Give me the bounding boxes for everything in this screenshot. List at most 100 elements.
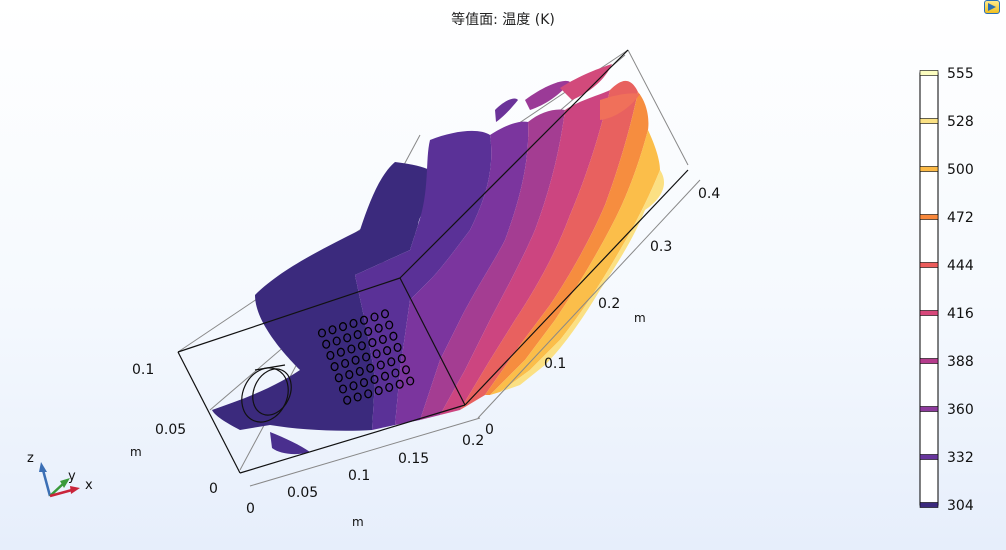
isosurface-fragment-3 [600, 93, 640, 120]
legend-band [920, 169, 938, 217]
plate-hole [359, 315, 369, 325]
x-axis: 0 0.05 0.1 0.15 0.2 m [246, 417, 484, 529]
z-axis-unit: m [130, 445, 142, 459]
plate-hole [317, 328, 327, 338]
plate-hole [387, 357, 396, 367]
perforated-plate [317, 309, 415, 405]
isosurface-fragment-4 [495, 98, 518, 122]
plate-hole [366, 363, 375, 373]
x-tick-label: 0.05 [287, 485, 318, 501]
plate-hole [391, 368, 400, 378]
legend-band [920, 265, 938, 313]
plate-hole [359, 378, 369, 388]
plate-hole [345, 370, 354, 380]
legend-label: 472 [947, 210, 974, 226]
y-tick-label: 0.1 [544, 356, 566, 372]
legend-band [920, 361, 938, 409]
x-tick-label: 0.2 [462, 433, 484, 449]
inlet-pipe [241, 364, 292, 423]
legend-swatch [919, 70, 939, 76]
legend-label: 388 [947, 354, 974, 370]
x-tick-label: 0.15 [398, 451, 429, 467]
plate-hole [401, 365, 411, 375]
color-legend: 555 528 500 472 444 416 388 360 332 304 [919, 66, 974, 514]
isosurface-fragment-2 [560, 64, 612, 100]
isosurface-fragment-1 [525, 80, 570, 110]
y-tick-label: 0.3 [650, 239, 672, 255]
plate-hole [334, 373, 343, 383]
plate-hole [341, 358, 350, 368]
y-tick-label: 0 [485, 422, 494, 438]
bounding-box-front [177, 49, 689, 474]
legend-swatch [919, 310, 939, 316]
isosurface-band-388 [420, 109, 565, 420]
plate-hole [364, 326, 373, 336]
y-tick-label: 0.2 [598, 296, 620, 312]
legend-label: 444 [947, 258, 974, 274]
plate-hole [370, 312, 379, 322]
legend-label: 528 [947, 114, 974, 130]
play-icon[interactable] [984, 0, 1000, 14]
isosurface-band-332 [355, 130, 492, 430]
legend-band [920, 457, 938, 505]
plate-hole [362, 352, 371, 362]
plate-hole [370, 374, 379, 384]
legend-swatch [919, 502, 939, 508]
plate-hole [357, 341, 366, 351]
legend-label: 500 [947, 162, 974, 178]
y-axis-unit: m [634, 311, 646, 325]
plate-hole [368, 338, 377, 348]
plate-hole [385, 320, 394, 330]
plate-hole [383, 346, 392, 356]
y-axis: 0 0.1 0.2 0.3 0.4 m [477, 179, 720, 438]
plate-hole [343, 395, 352, 405]
x-tick-label: 0.1 [348, 468, 370, 484]
y-tick-label: 0.4 [698, 186, 720, 202]
plate-hole [380, 371, 390, 381]
isosurface-band-444 [460, 80, 638, 410]
plot-title: 等值面: 温度 (K) [451, 12, 555, 28]
x-axis-unit: m [352, 515, 364, 529]
plate-hole [351, 355, 360, 365]
legend-swatch [919, 214, 939, 220]
isosurface-band-472 [485, 92, 649, 395]
plate-hole [326, 350, 335, 360]
z-tick-label: 0.1 [132, 362, 154, 378]
plate-hole [406, 376, 415, 386]
plate-hole [376, 360, 385, 370]
plate-hole [336, 347, 345, 357]
plate-hole [364, 389, 373, 399]
plate-hole [332, 336, 341, 346]
plate-hole [347, 344, 356, 354]
legend-swatch [919, 118, 939, 124]
plate-hole [395, 379, 404, 389]
legend-label: 555 [947, 66, 974, 82]
isosurface-band-416 [440, 90, 610, 415]
plate-hole [397, 354, 406, 364]
plate-hole [374, 386, 383, 396]
plate-hole [393, 342, 402, 352]
z-axis: 0 0.05 0.1 m [130, 362, 218, 497]
plate-hole [385, 382, 394, 392]
plate-hole [355, 366, 364, 376]
plate-hole [349, 318, 358, 328]
plate-hole [343, 333, 352, 343]
triad-y-label: y [68, 469, 76, 484]
legend-label: 332 [947, 450, 974, 466]
isosurface-band-500 [490, 130, 660, 395]
triad-z-label: z [27, 451, 34, 466]
plate-hole [328, 325, 337, 335]
plate-hole [374, 323, 383, 333]
legend-label: 304 [947, 498, 974, 514]
legend-label: 360 [947, 402, 974, 418]
isosurface-band-360 [395, 121, 529, 425]
legend-label: 416 [947, 306, 974, 322]
legend-band [920, 313, 938, 361]
legend-swatch [919, 166, 939, 172]
z-tick-label: 0 [209, 481, 218, 497]
coordinate-triad: z y x [27, 451, 93, 498]
plate-hole [322, 339, 331, 349]
legend-band [920, 409, 938, 457]
plate-hole [353, 330, 362, 340]
